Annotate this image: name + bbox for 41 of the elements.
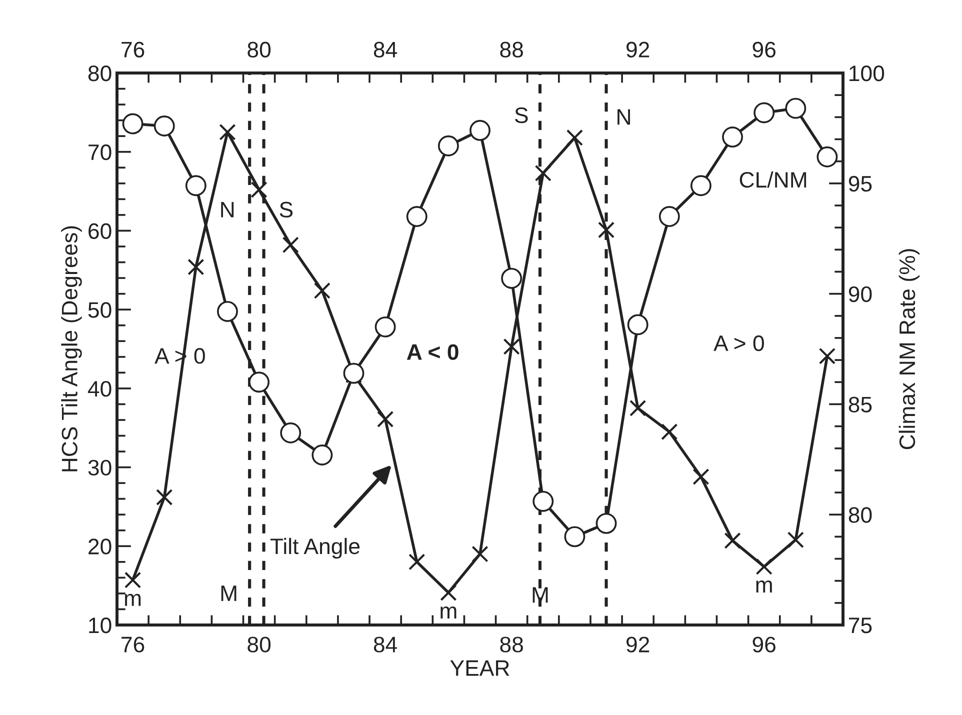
x2-tick-label: 84 [374, 42, 398, 58]
x-axis-title: YEAR [450, 660, 510, 676]
y-tick-label: 70 [88, 144, 112, 160]
annotation: N [221, 202, 234, 218]
x-tick-label: 96 [752, 636, 776, 652]
annotation: Tilt Angle [270, 538, 360, 559]
annotation: N [618, 109, 630, 125]
annotation: m [756, 580, 772, 592]
y2-tick-label: 80 [848, 507, 872, 523]
x2-tick-label: 80 [248, 42, 271, 58]
y-tick-label: 20 [88, 538, 112, 554]
annotation: m [125, 594, 141, 606]
x2-tick-label: 88 [500, 42, 523, 58]
x-tick-label: 92 [626, 636, 650, 652]
annotation: CL/NM [740, 171, 806, 188]
x-tick-label: 88 [500, 636, 523, 652]
annotation: A < 0 [406, 344, 458, 360]
annotation: m [440, 606, 456, 618]
y-axis-title: HCS Tilt Angle (Degrees) [61, 226, 82, 472]
y2-tick-label: 95 [848, 176, 872, 192]
y-tick-label: 40 [88, 380, 112, 397]
y-tick-label: 80 [88, 66, 112, 82]
annotation: S [514, 107, 528, 124]
annotation: A > 0 [714, 335, 764, 352]
y-tick-label: 30 [88, 460, 112, 476]
x2-tick-label: 92 [626, 42, 650, 58]
y-tick-label: 10 [89, 618, 112, 634]
x-tick-label: 84 [374, 636, 398, 652]
x-tick-label: 76 [122, 636, 144, 652]
x2-tick-label: 76 [122, 42, 144, 58]
x-tick-label: 80 [248, 636, 271, 652]
annotation: M [221, 586, 236, 601]
y2-tick-label: 75 [849, 618, 872, 634]
y2-tick-label: 85 [848, 396, 872, 412]
y2-tick-label: 90 [848, 286, 872, 302]
annotation: S [280, 202, 293, 218]
x2-tick-label: 96 [752, 42, 776, 58]
y-tick-label: 60 [88, 223, 112, 239]
y-tick-label: 50 [88, 302, 112, 318]
y2-axis-title: Climax NM Rate (%) [898, 249, 920, 450]
y2-tick-label: 100 [850, 66, 884, 82]
